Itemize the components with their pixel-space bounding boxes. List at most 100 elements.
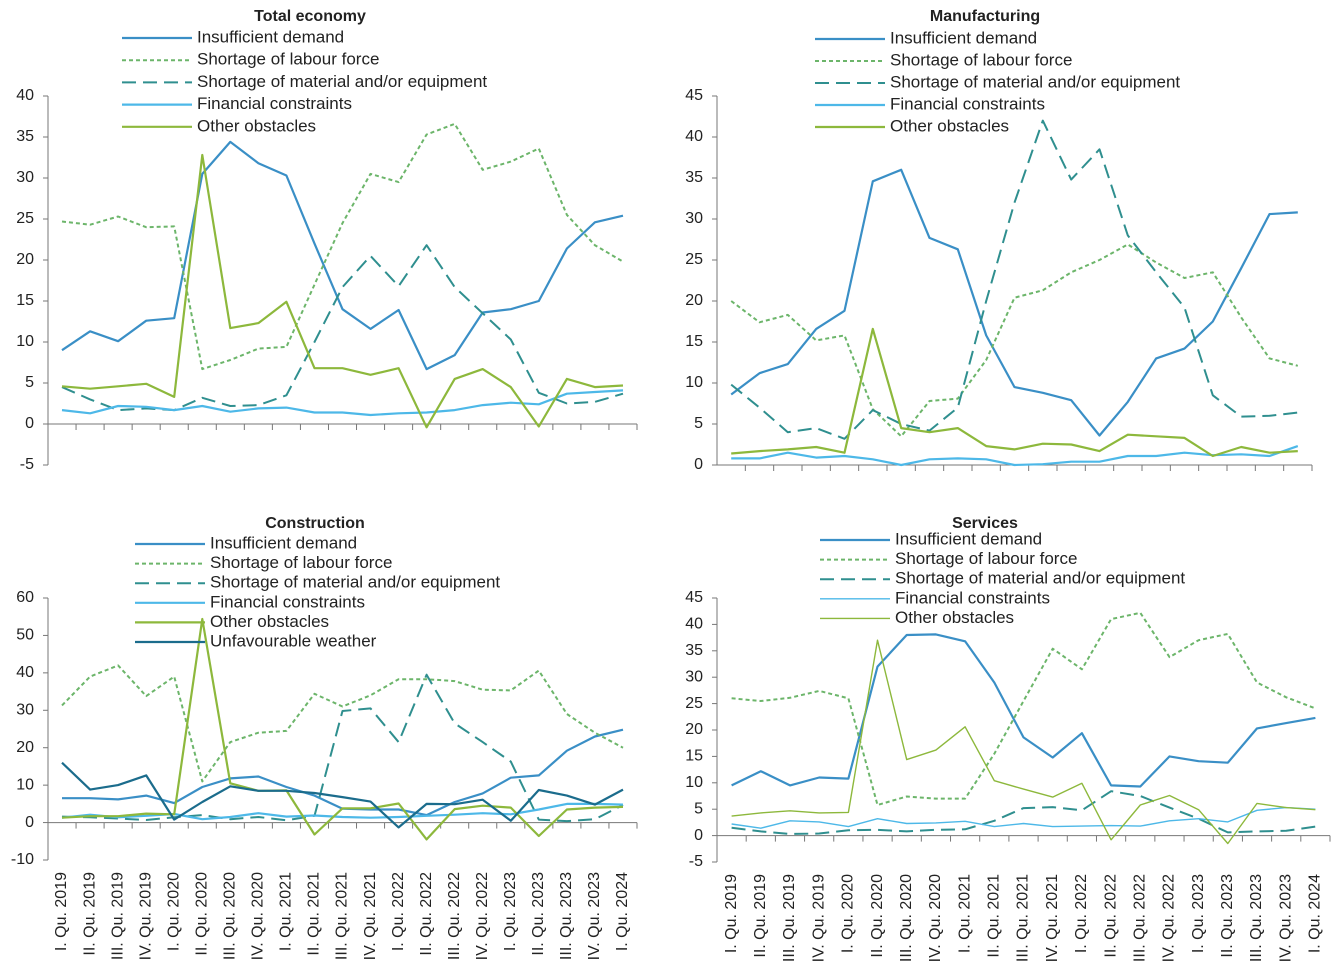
y-tick-label: 40 [685,616,703,633]
x-tick-label: IV. Qu. 2019 [810,874,827,962]
legend-label: Financial constraints [890,94,1045,113]
series-line [731,790,1316,835]
x-tick-label: II. Qu. 2023 [1219,874,1236,958]
y-tick-label: 0 [694,456,703,473]
series-line [61,617,624,841]
x-tick-label: III. Qu. 2022 [1131,874,1148,962]
y-tick-label: 60 [16,589,34,606]
legend-label: Other obstacles [210,612,329,631]
chart-title: Total economy [254,8,366,25]
x-tick-label: I. Qu. 2019 [723,874,740,953]
x-tick-label: III. Qu. 2023 [1248,874,1265,962]
x-tick-label: I. Qu. 2023 [1190,874,1207,953]
x-tick-label: III. Qu. 2020 [898,874,915,962]
legend-label: Shortage of labour force [890,50,1072,69]
series-line [61,664,624,783]
x-tick-label: III. Qu. 2019 [109,872,126,960]
x-tick-label: III. Qu. 2020 [222,872,239,960]
y-tick-label: 15 [685,748,703,765]
x-tick-label: I. Qu. 2020 [840,874,857,953]
x-tick-label: II. Qu. 2019 [81,872,98,956]
y-tick-label: 20 [685,721,703,738]
x-tick-label: I. Qu. 2024 [614,872,631,951]
legend-label: Shortage of labour force [895,549,1077,568]
x-tick-label: I. Qu. 2023 [502,872,519,951]
y-tick-label: 30 [685,668,703,685]
series-line [731,445,1299,467]
chart-title: Manufacturing [930,8,1040,25]
legend-label: Financial constraints [197,94,352,113]
series-line [61,122,624,371]
legend-label: Financial constraints [895,588,1050,607]
x-tick-label: III. Qu. 2021 [1015,874,1032,962]
legend-label: Insufficient demand [197,27,344,46]
x-tick-label: IV. Qu. 2022 [474,872,491,960]
y-tick-label: 10 [685,774,703,791]
x-tick-label: II. Qu. 2022 [1102,874,1119,958]
x-tick-label: II. Qu. 2020 [193,872,210,956]
y-tick-label: 15 [16,292,34,309]
x-tick-label: II. Qu. 2023 [530,872,547,956]
y-tick-label: 30 [685,210,703,227]
x-tick-label: IV. Qu. 2023 [1277,874,1294,962]
y-tick-label: 25 [16,210,34,227]
y-tick-label: 30 [16,702,34,719]
legend-label: Financial constraints [210,592,365,611]
series-line [730,119,1298,440]
y-tick-label: 30 [16,169,34,186]
series-line [61,389,624,417]
legend-label: Shortage of material and/or equipment [210,573,500,592]
y-tick-label: 20 [16,251,34,268]
y-tick-label: 45 [685,589,703,606]
x-tick-label: II. Qu. 2019 [752,874,769,958]
y-tick-label: -5 [689,853,703,870]
legend-label: Shortage of labour force [197,50,379,69]
legend-label: Unfavourable weather [210,631,377,650]
y-tick-label: 10 [16,333,34,350]
x-tick-label: IV. Qu. 2022 [1161,874,1178,962]
y-tick-label: 50 [16,627,34,644]
series-line [61,761,624,829]
x-tick-label: IV. Qu. 2023 [586,872,603,960]
y-tick-label: 20 [685,292,703,309]
x-tick-label: I. Qu. 2024 [1307,874,1324,953]
y-tick-label: 35 [16,128,34,145]
y-tick-label: 0 [25,415,34,432]
legend-label: Insufficient demand [890,28,1037,47]
x-tick-label: I. Qu. 2020 [165,872,182,951]
series-line [730,243,1299,438]
x-tick-label: III. Qu. 2022 [446,872,463,960]
legend-label: Shortage of material and/or equipment [197,72,487,91]
y-tick-label: 0 [694,827,703,844]
x-tick-label: II. Qu. 2022 [418,872,435,956]
series-line [731,806,1316,829]
y-tick-label: 10 [16,776,34,793]
y-tick-label: 20 [16,739,34,756]
y-tick-label: 35 [685,642,703,659]
legend-label: Other obstacles [890,116,1009,135]
x-tick-label: II. Qu. 2020 [869,874,886,958]
x-tick-label: IV. Qu. 2020 [927,874,944,962]
y-tick-label: -10 [11,851,34,868]
x-tick-label: I. Qu. 2022 [1073,874,1090,953]
x-tick-label: I. Qu. 2021 [278,872,295,951]
x-tick-label: IV. Qu. 2021 [1044,874,1061,962]
y-tick-label: 5 [25,374,34,391]
x-tick-label: I. Qu. 2021 [956,874,973,953]
legend-label: Insufficient demand [210,533,357,552]
y-tick-label: 10 [685,374,703,391]
series-line [61,244,624,412]
y-tick-label: 15 [685,333,703,350]
chart-title: Services [952,515,1018,532]
y-tick-label: -5 [20,456,34,473]
y-tick-label: 5 [694,415,703,432]
x-tick-label: III. Qu. 2021 [334,872,351,960]
series-line [731,611,1316,806]
x-tick-label: IV. Qu. 2020 [250,872,267,960]
series-line [731,327,1298,458]
y-tick-label: 35 [685,169,703,186]
legend-label: Other obstacles [197,116,316,135]
series-line [730,168,1298,437]
legend-label: Shortage of material and/or equipment [890,72,1180,91]
